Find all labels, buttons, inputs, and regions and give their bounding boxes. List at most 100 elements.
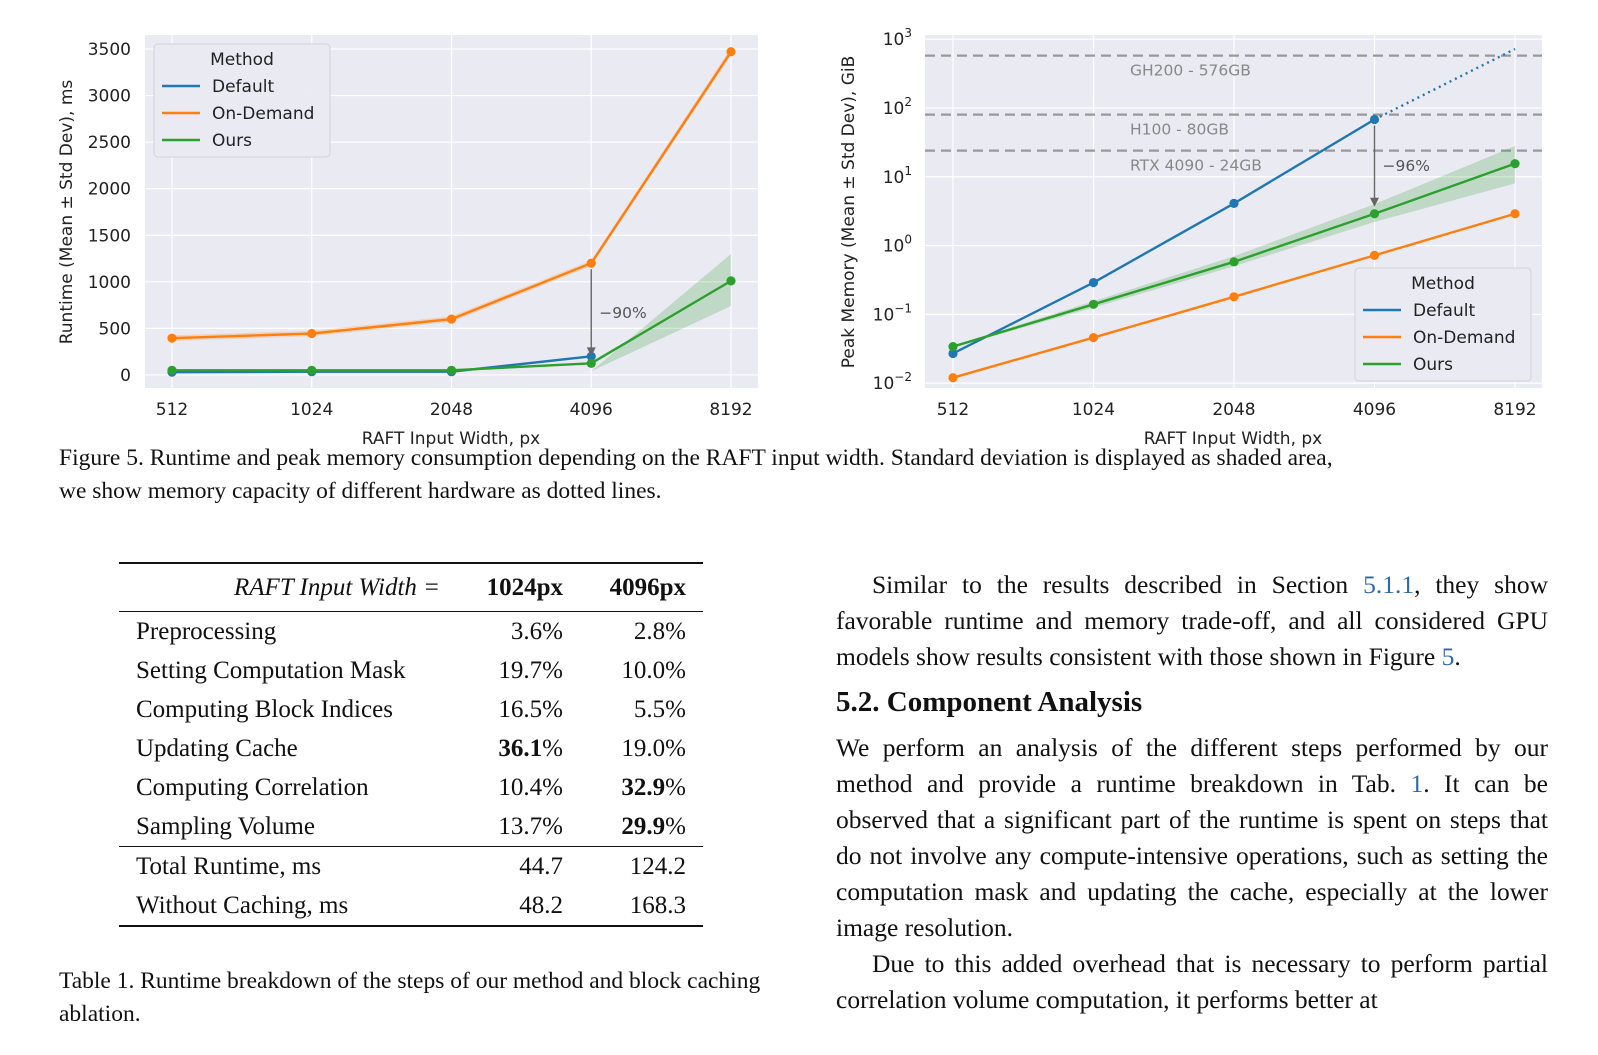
row-label: Sampling Volume [136, 812, 315, 840]
table-row: Setting Computation Mask 19.7% 10.0% [119, 651, 703, 690]
table-header-label: RAFT Input Width = [119, 562, 458, 612]
row-label: Total Runtime, ms [119, 846, 458, 886]
data-point [1229, 257, 1239, 267]
data-point [167, 365, 177, 375]
legend-entry: On-Demand [212, 104, 314, 124]
y-tick-label: 100 [883, 233, 912, 257]
x-tick-label: 4096 [570, 400, 613, 420]
hardware-capacity-label: RTX 4090 - 24GB [1130, 157, 1262, 175]
row-label: Without Caching, ms [119, 886, 458, 927]
legend-entry: Default [212, 77, 274, 97]
figure-caption-line2: we show memory capacity of different har… [59, 478, 662, 504]
y-tick-label: 2000 [88, 180, 131, 200]
data-point [726, 47, 736, 57]
hardware-capacity-label: H100 - 80GB [1130, 121, 1229, 139]
cell: 10.0% [621, 656, 686, 684]
cell: 48.2 [457, 886, 580, 927]
cell: 44.7 [457, 846, 580, 886]
section-link[interactable]: 5.1.1 [1363, 570, 1415, 599]
x-tick-label: 8192 [1493, 400, 1536, 420]
y-tick-label: 500 [99, 319, 131, 339]
data-point [167, 333, 177, 343]
table-link[interactable]: 1 [1410, 769, 1424, 798]
y-tick-label: 3000 [88, 87, 131, 107]
data-point [1369, 250, 1380, 260]
x-tick-label: 1024 [1072, 400, 1115, 420]
hardware-capacity-label: GH200 - 576GB [1130, 62, 1251, 80]
paragraph: Similar to the results described in Sect… [836, 570, 1549, 671]
data-point [307, 328, 317, 339]
cell: 29.9% [621, 812, 686, 840]
cell: 16.5% [498, 695, 563, 723]
table-row: Computing Block Indices 16.5% 5.5% [119, 690, 703, 729]
y-axis-label: Peak Memory (Mean ± Std Dev), GiB [839, 56, 859, 369]
data-point [948, 373, 958, 383]
x-tick-label: 4096 [1353, 400, 1396, 420]
legend-box [1354, 267, 1532, 382]
table-row: Updating Cache 36.1% 19.0% [119, 729, 703, 768]
y-tick-label: 101 [883, 164, 912, 188]
paragraph: We perform an analysis of the different … [836, 733, 1548, 942]
cell: 3.6% [510, 617, 563, 645]
data-point [586, 258, 596, 268]
y-tick-label: 1000 [88, 273, 131, 293]
table-header-1024: 1024px [457, 562, 580, 612]
runtime-chart: 512 1024 2048 4096 8192 0 500 1000 1500 2000 2500 3… [57, 35, 758, 449]
data-point [1088, 277, 1099, 288]
data-point [948, 348, 958, 359]
y-axis-label: Runtime (Mean ± Std Dev), ms [57, 80, 77, 345]
cell: 2.8% [633, 617, 686, 645]
extrapolation-line [1373, 47, 1516, 121]
paragraph: Due to this added overhead that is neces… [836, 949, 1548, 1014]
row-label: Computing Correlation [136, 773, 369, 801]
data-point [446, 365, 457, 375]
y-tick-label: 10−1 [873, 301, 912, 325]
data-point [1088, 332, 1099, 343]
row-label: Preprocessing [136, 617, 277, 645]
cell: 19.0% [621, 734, 686, 762]
data-point [726, 276, 736, 286]
legend-box [153, 43, 331, 158]
x-tick-label: 512 [156, 400, 188, 420]
cell: 10.4% [498, 773, 563, 801]
legend-entry: Ours [1413, 355, 1453, 375]
data-point [1510, 209, 1520, 219]
data-point [1088, 299, 1099, 309]
data-point [307, 365, 317, 375]
figure-caption-line1: Figure 5. Runtime and peak memory consum… [59, 445, 1333, 471]
data-point [586, 358, 596, 368]
cell: 5.5% [633, 695, 686, 723]
row-label: Computing Block Indices [136, 695, 393, 723]
x-tick-label: 512 [937, 400, 969, 420]
cell: 13.7% [498, 812, 563, 840]
y-tick-label: 102 [883, 95, 912, 119]
legend-title: Method [210, 50, 274, 70]
x-axis-label: RAFT Input Width, px [1144, 429, 1323, 449]
section-heading: 5.2. Component Analysis [836, 686, 1143, 718]
body-text: Similar to the results described in Sect… [836, 567, 1548, 1018]
row-label: Updating Cache [136, 734, 298, 762]
legend-title: Method [1411, 274, 1475, 294]
data-point [1510, 159, 1520, 169]
x-tick-label: 1024 [290, 400, 333, 420]
y-tick-label: 1500 [88, 226, 131, 246]
y-tick-label: 2500 [88, 133, 131, 153]
cell: 36.1% [498, 734, 563, 762]
table-header-4096: 4096px [580, 562, 703, 612]
annotation-label: −96% [1383, 157, 1430, 175]
legend-entry: Default [1413, 301, 1475, 321]
y-tick-label: 10−2 [873, 370, 912, 394]
y-tick-label: 0 [120, 366, 131, 386]
data-point [948, 341, 958, 352]
figure-link[interactable]: 5 [1441, 642, 1455, 671]
x-axis-label: RAFT Input Width, px [362, 429, 541, 449]
table-row: Sampling Volume 13.7% 29.9% [119, 807, 703, 847]
figure-caption: Figure 5. Runtime and peak memory consum… [59, 442, 1547, 508]
annotation-arrowhead [1370, 197, 1379, 207]
data-point [1229, 292, 1239, 302]
cell: 124.2 [580, 846, 703, 886]
data-point [1229, 198, 1239, 209]
x-tick-label: 2048 [1212, 400, 1255, 420]
table-row: Computing Correlation 10.4% 32.9% [119, 768, 703, 807]
